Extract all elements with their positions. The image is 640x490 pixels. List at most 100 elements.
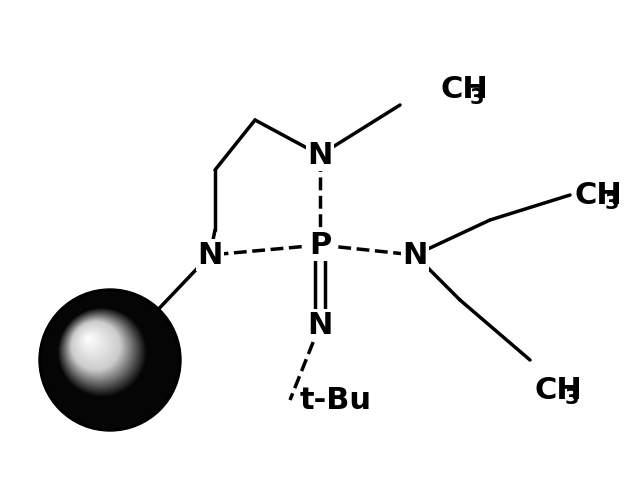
Circle shape — [71, 321, 122, 371]
Circle shape — [69, 319, 126, 376]
Circle shape — [68, 318, 127, 377]
Circle shape — [45, 295, 172, 422]
Circle shape — [67, 316, 133, 383]
Circle shape — [46, 296, 170, 420]
Circle shape — [81, 332, 104, 355]
Circle shape — [76, 326, 111, 362]
Circle shape — [84, 335, 95, 345]
Circle shape — [50, 300, 163, 413]
Circle shape — [86, 337, 92, 342]
Circle shape — [79, 329, 106, 355]
Circle shape — [79, 329, 110, 360]
Text: P: P — [309, 230, 331, 260]
Circle shape — [56, 306, 152, 402]
Circle shape — [81, 331, 106, 356]
Text: N: N — [197, 241, 223, 270]
Circle shape — [88, 338, 92, 342]
Circle shape — [81, 331, 102, 353]
Circle shape — [69, 319, 127, 378]
Circle shape — [80, 330, 108, 357]
Circle shape — [64, 314, 138, 387]
Circle shape — [59, 309, 146, 396]
Circle shape — [60, 310, 145, 394]
Circle shape — [81, 330, 104, 353]
Circle shape — [88, 338, 93, 343]
Circle shape — [83, 332, 103, 353]
Circle shape — [74, 324, 115, 365]
Circle shape — [75, 325, 117, 367]
Circle shape — [72, 321, 120, 370]
Circle shape — [84, 334, 97, 347]
Circle shape — [67, 317, 131, 380]
Circle shape — [44, 294, 175, 425]
Circle shape — [52, 302, 158, 408]
Circle shape — [68, 318, 129, 379]
Circle shape — [84, 334, 96, 346]
Circle shape — [51, 301, 161, 411]
Text: 3: 3 — [470, 88, 484, 108]
Circle shape — [84, 334, 99, 349]
Circle shape — [72, 322, 119, 369]
Circle shape — [71, 321, 124, 374]
Circle shape — [56, 306, 151, 401]
Circle shape — [83, 333, 101, 351]
Circle shape — [61, 312, 140, 391]
Circle shape — [61, 312, 141, 392]
Circle shape — [53, 303, 157, 408]
Circle shape — [83, 333, 99, 349]
Circle shape — [52, 302, 159, 409]
Circle shape — [61, 311, 143, 393]
Circle shape — [49, 298, 165, 416]
Circle shape — [44, 294, 175, 425]
Circle shape — [74, 324, 118, 368]
Circle shape — [70, 319, 127, 377]
Circle shape — [82, 332, 101, 351]
Circle shape — [46, 296, 171, 421]
Circle shape — [42, 292, 178, 428]
Circle shape — [60, 310, 145, 395]
Circle shape — [86, 336, 97, 346]
Circle shape — [79, 329, 109, 359]
Circle shape — [87, 337, 91, 341]
Circle shape — [55, 305, 153, 403]
Circle shape — [45, 295, 171, 421]
Circle shape — [59, 309, 145, 395]
Circle shape — [47, 296, 169, 419]
Circle shape — [67, 318, 129, 379]
Circle shape — [85, 335, 97, 347]
Circle shape — [68, 318, 128, 378]
Circle shape — [65, 315, 134, 384]
Circle shape — [51, 301, 160, 410]
Circle shape — [59, 309, 147, 397]
Circle shape — [85, 335, 99, 348]
Circle shape — [79, 329, 106, 356]
Circle shape — [85, 335, 95, 344]
Circle shape — [84, 334, 100, 350]
Circle shape — [46, 296, 170, 420]
Circle shape — [72, 322, 122, 371]
Circle shape — [89, 339, 92, 342]
Circle shape — [52, 303, 157, 407]
Circle shape — [50, 299, 164, 414]
Circle shape — [80, 330, 104, 354]
Circle shape — [45, 295, 173, 422]
Circle shape — [63, 313, 140, 390]
Circle shape — [56, 305, 152, 402]
Circle shape — [43, 293, 176, 426]
Circle shape — [47, 297, 169, 419]
Circle shape — [73, 323, 120, 370]
Circle shape — [76, 325, 113, 364]
Circle shape — [63, 313, 137, 387]
Circle shape — [51, 300, 162, 412]
Circle shape — [47, 297, 168, 418]
Circle shape — [78, 328, 108, 358]
Text: 3: 3 — [565, 388, 579, 408]
Circle shape — [62, 312, 141, 391]
Circle shape — [51, 301, 161, 411]
Circle shape — [65, 315, 136, 387]
Circle shape — [49, 299, 166, 416]
Circle shape — [63, 314, 138, 388]
Circle shape — [47, 297, 167, 417]
Circle shape — [61, 311, 141, 391]
Circle shape — [64, 314, 136, 386]
